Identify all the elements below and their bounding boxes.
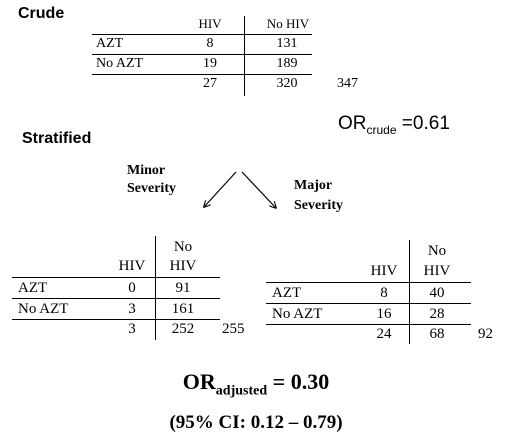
major-row-label: No AZT xyxy=(272,306,323,322)
crude-total-hiv: 27 xyxy=(203,76,217,91)
arrow-left xyxy=(204,171,237,207)
crude-heading: Crude xyxy=(18,5,65,22)
or-adjusted-value: = 0.30 xyxy=(267,369,330,394)
minor-label-line1: Minor xyxy=(127,163,166,178)
arrow-right xyxy=(241,171,276,208)
crude-cell: 189 xyxy=(276,56,298,71)
minor-line-bottom xyxy=(12,319,220,320)
major-severity-label: Major Severity xyxy=(294,176,343,216)
major-cell: 40 xyxy=(429,285,445,301)
crude-cell: 19 xyxy=(203,56,217,71)
minor-cell: 3 xyxy=(128,301,136,317)
major-label-line2: Severity xyxy=(294,198,343,213)
crude-line-mid xyxy=(92,54,312,55)
crude-col-hiv: HIV xyxy=(198,16,222,31)
crude-row-label: No AZT xyxy=(96,56,144,71)
crude-cell: 131 xyxy=(276,36,298,51)
major-grand-total: 92 xyxy=(478,326,493,342)
minor-cell: 161 xyxy=(171,301,195,317)
crude-col-nohiv: No HIV xyxy=(266,16,310,31)
crude-total-nohiv: 320 xyxy=(276,76,298,91)
or-crude: ORcrude =0.61 xyxy=(338,112,450,142)
major-cell: 8 xyxy=(380,285,388,301)
crude-row-label: AZT xyxy=(96,36,124,51)
minor-row-label: No AZT xyxy=(18,301,69,317)
crude-grand-total: 347 xyxy=(337,76,358,91)
major-divider-v xyxy=(409,240,410,344)
or-crude-prefix: OR xyxy=(338,113,367,134)
minor-line-top xyxy=(12,277,220,278)
major-line-top xyxy=(266,282,471,283)
or-crude-subscript: crude xyxy=(366,122,397,137)
minor-col-nohiv-1: No xyxy=(173,239,193,255)
major-cell: 28 xyxy=(429,306,445,322)
major-col-nohiv-2: HIV xyxy=(423,263,451,279)
major-cell: 16 xyxy=(376,306,392,322)
minor-col-nohiv-2: HIV xyxy=(169,258,197,274)
minor-cell: 0 xyxy=(128,280,136,296)
or-adjusted: ORadjusted = 0.30 xyxy=(0,368,512,405)
minor-line-mid xyxy=(12,298,220,299)
minor-cell: 91 xyxy=(175,280,191,296)
major-col-nohiv-1: No xyxy=(427,243,447,259)
confidence-interval: (95% CI: 0.12 – 0.79) xyxy=(169,412,343,433)
major-total-nohiv: 68 xyxy=(429,326,445,342)
or-crude-value: =0.61 xyxy=(396,113,450,134)
crude-line-top xyxy=(92,34,312,35)
major-label-line1: Major xyxy=(294,178,333,193)
stratified-heading: Stratified xyxy=(22,130,92,147)
major-line-bottom xyxy=(266,324,471,325)
minor-total-hiv: 3 xyxy=(128,321,136,337)
or-adjusted-subscript: adjusted xyxy=(215,383,268,399)
crude-divider-v xyxy=(244,16,245,96)
minor-severity-label: Minor Severity xyxy=(127,162,176,198)
major-row-label: AZT xyxy=(272,285,302,301)
or-adjusted-prefix: OR xyxy=(182,369,216,394)
minor-label-line2: Severity xyxy=(127,181,176,196)
major-total-hiv: 24 xyxy=(376,326,392,342)
minor-grand-total: 255 xyxy=(222,321,245,337)
major-col-hiv: HIV xyxy=(370,263,398,279)
minor-row-label: AZT xyxy=(18,280,48,296)
crude-line-bottom xyxy=(92,74,312,75)
minor-col-hiv: HIV xyxy=(118,258,146,274)
major-line-mid xyxy=(266,303,471,304)
minor-total-nohiv: 252 xyxy=(171,321,195,337)
minor-divider-v xyxy=(155,236,156,340)
crude-cell: 8 xyxy=(206,36,214,51)
